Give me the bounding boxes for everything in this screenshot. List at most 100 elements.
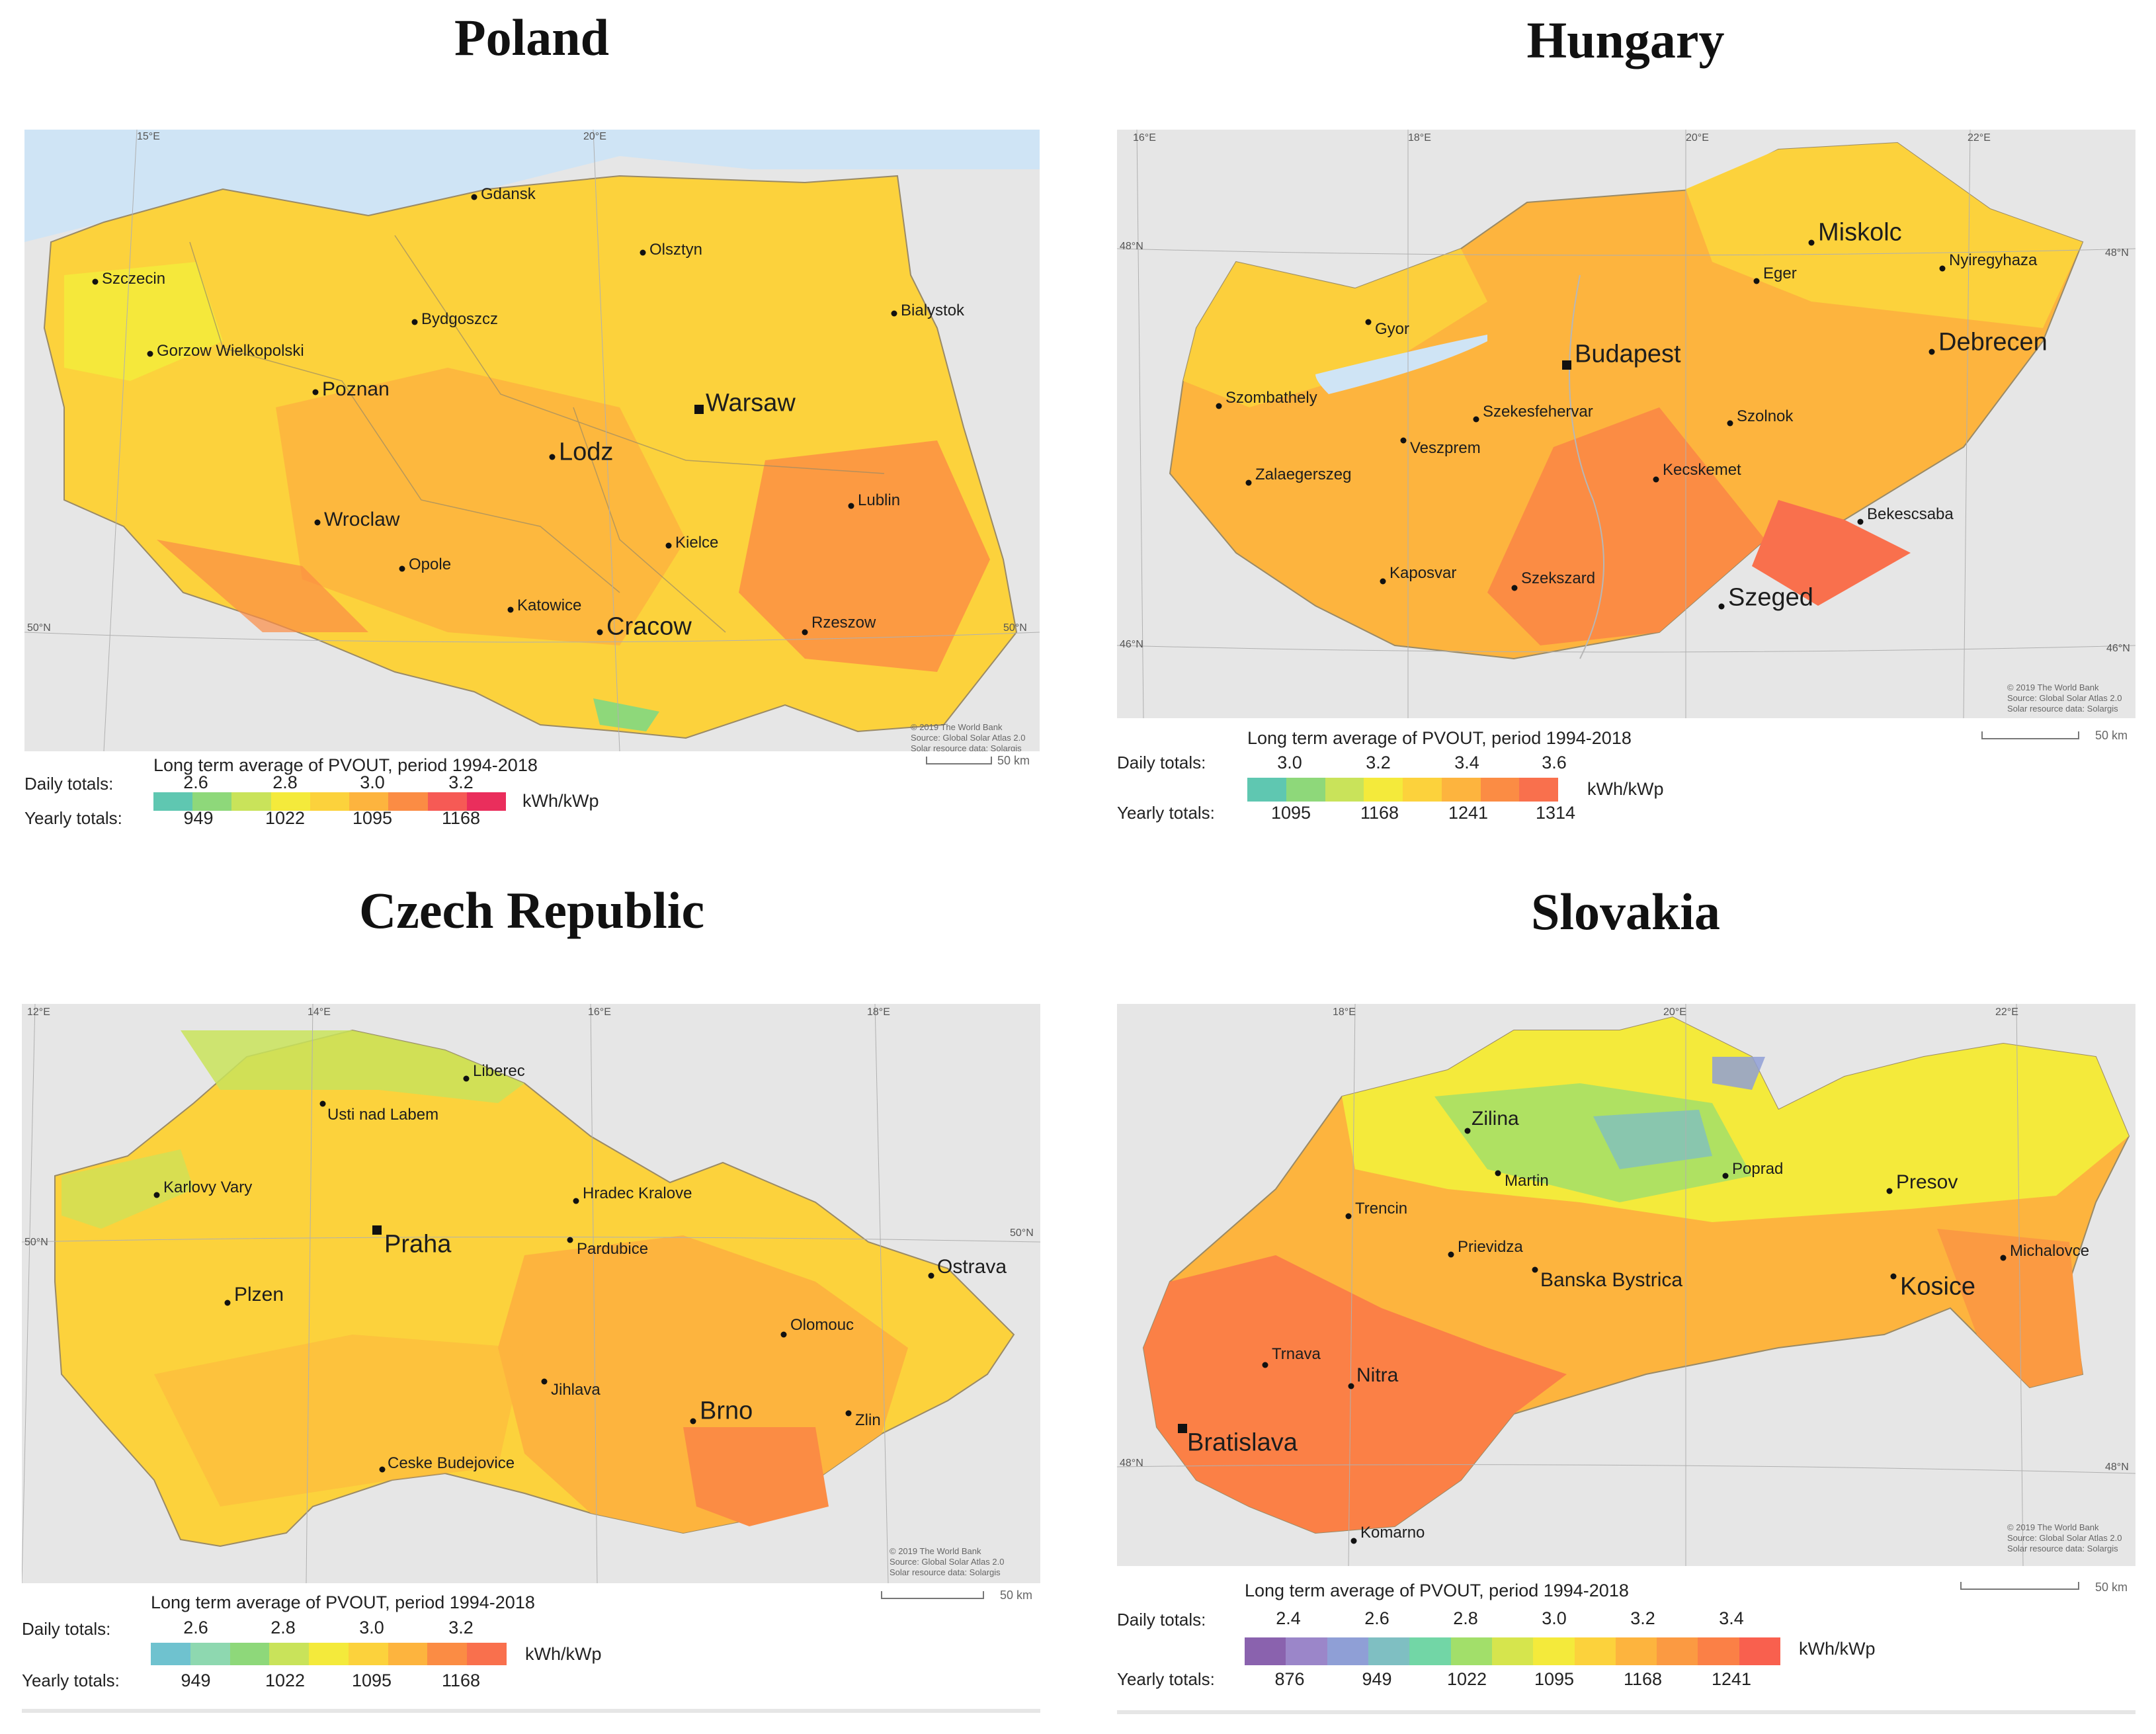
map-hungary[interactable]: 16°E 18°E 20°E 22°E 48°N 48°N 46°N 46°N … xyxy=(1117,130,2135,718)
legend-swatch xyxy=(1403,778,1442,802)
yearly-tick: 1022 xyxy=(1446,1669,1487,1689)
map-slovakia[interactable]: 18°E 20°E 22°E 48°N 48°N Zilina Poprad M… xyxy=(1117,1004,2135,1566)
meridian-22 xyxy=(1963,130,1971,718)
grid-label: 48°N xyxy=(1120,241,1143,252)
legend-swatch xyxy=(1615,1637,1657,1665)
city-label: Budapest xyxy=(1575,340,1681,368)
grid-label: 50°N xyxy=(1003,622,1027,634)
scale-label: 50 km xyxy=(2095,1581,2128,1594)
hot-zone-szeged xyxy=(1752,500,1911,606)
legend-swatch xyxy=(1480,778,1520,802)
warm-zone-sw xyxy=(157,540,368,632)
city-dot xyxy=(224,1300,231,1306)
grid-label: 50°N xyxy=(24,1237,48,1248)
daily-tick: 3.2 xyxy=(1366,753,1391,772)
warm-zone-south xyxy=(1487,407,1765,645)
yearly-tick: 1095 xyxy=(1270,803,1311,823)
color-scale xyxy=(151,1643,507,1665)
cool-zone-west xyxy=(1183,249,1487,407)
city-label: Bekescsaba xyxy=(1867,505,1954,523)
region-borders xyxy=(189,235,885,633)
yearly-tick: 949 xyxy=(1362,1669,1392,1689)
city-label: Ceske Budejovice xyxy=(388,1454,515,1472)
daily-tick: 3.0 xyxy=(1542,1608,1567,1628)
city-label: Lodz xyxy=(559,438,614,466)
city-dot xyxy=(1262,1362,1268,1368)
yearly-tick: 1168 xyxy=(1623,1669,1663,1689)
legend-swatch xyxy=(1286,1637,1327,1665)
city-label: Trnava xyxy=(1272,1345,1321,1363)
map-poland[interactable]: 15°E 20°E 50°N 50°N Gdansk Szczecin Olsz… xyxy=(24,130,1040,751)
city-dot xyxy=(848,503,854,509)
city-dot xyxy=(1365,319,1372,325)
city-label: Lublin xyxy=(858,491,901,509)
map-czech[interactable]: 12°E 14°E 16°E 18°E 50°N 50°N Liberec Us… xyxy=(22,1004,1040,1583)
city-label: Gdansk xyxy=(481,185,536,203)
unit-label: kWh/kWp xyxy=(1799,1639,1876,1659)
cool-zone-west xyxy=(64,262,223,381)
legend-swatch xyxy=(1409,1637,1451,1665)
daily-tick: 3.2 xyxy=(448,1618,474,1637)
legend-swatch xyxy=(1574,1637,1616,1665)
city-dot xyxy=(1727,420,1733,427)
daily-tick: 3.4 xyxy=(1454,753,1479,772)
daily-tick: 2.6 xyxy=(183,1618,208,1637)
legend-swatch xyxy=(388,1643,428,1665)
warm-zone-south xyxy=(154,1335,524,1507)
city-dot xyxy=(845,1410,852,1417)
river-danube xyxy=(1569,274,1604,659)
city-label: Cracow xyxy=(606,612,692,641)
city-label: Brno xyxy=(700,1397,753,1425)
parallel-48 xyxy=(1117,248,2135,256)
legend-swatch xyxy=(270,792,310,811)
daily-tick: 3.0 xyxy=(360,772,385,792)
city-dot xyxy=(1808,239,1815,246)
credit-text: © 2019 The World Bank Source: Global Sol… xyxy=(890,1546,1005,1577)
legend-swatch xyxy=(1286,778,1325,802)
map-title: Slovakia xyxy=(1530,883,1721,940)
yearly-tick: 1168 xyxy=(441,808,481,828)
city-label: Miskolc xyxy=(1818,218,1902,247)
legend-swatch xyxy=(151,1643,190,1665)
city-label: Debrecen xyxy=(1938,328,2048,356)
legend-swatch xyxy=(1491,1637,1534,1665)
legend-title: Long term average of PVOUT, period 1994-… xyxy=(1247,728,1632,748)
city-label: Gyor xyxy=(1375,320,1410,338)
city-dot xyxy=(1495,1170,1501,1177)
city-label: Poznan xyxy=(322,378,390,400)
cool-zone-mountains xyxy=(593,698,659,731)
czech-map-graphic xyxy=(22,1004,1040,1583)
grid-label: 48°N xyxy=(1120,1458,1143,1469)
legend-swatch xyxy=(1519,778,1558,802)
meridian-14 xyxy=(306,1004,313,1583)
yearly-label: Yearly totals: xyxy=(1117,803,1215,823)
yearly-tick: 876 xyxy=(1274,1669,1305,1689)
legend-swatch xyxy=(1245,1637,1286,1665)
city-label: Olomouc xyxy=(790,1316,854,1334)
city-dot xyxy=(147,351,153,357)
daily-tick: 2.8 xyxy=(1453,1608,1478,1628)
yearly-tick: 1095 xyxy=(1534,1669,1575,1689)
grid-label: 16°E xyxy=(1133,132,1156,144)
city-label: Szombathely xyxy=(1225,389,1317,407)
warm-zone-east xyxy=(1937,1229,2083,1387)
city-label: Szekesfehervar xyxy=(1483,403,1593,421)
daily-label: Daily totals: xyxy=(22,1619,111,1639)
city-label: Zalaegerszeg xyxy=(1255,466,1352,483)
city-label: Hradec Kralove xyxy=(583,1184,692,1202)
city-label: Zlin xyxy=(855,1411,881,1429)
city-dot xyxy=(1890,1273,1897,1280)
city-dot xyxy=(1532,1266,1538,1273)
grid-label: 22°E xyxy=(1995,1007,2018,1018)
meridian-18 xyxy=(1348,1004,1356,1566)
scale-label: 50 km xyxy=(997,754,1030,767)
city-label: Michalovce xyxy=(2010,1242,2090,1260)
bottom-divider xyxy=(22,1709,1040,1713)
cool-zone-north xyxy=(1686,143,2083,328)
legend-swatch xyxy=(309,1643,349,1665)
bottom-divider xyxy=(1117,1710,2135,1714)
city-dot xyxy=(153,1192,160,1198)
city-label: Warsaw xyxy=(706,389,796,417)
city-dot xyxy=(1939,265,1946,272)
unit-label: kWh/kWp xyxy=(525,1644,602,1664)
